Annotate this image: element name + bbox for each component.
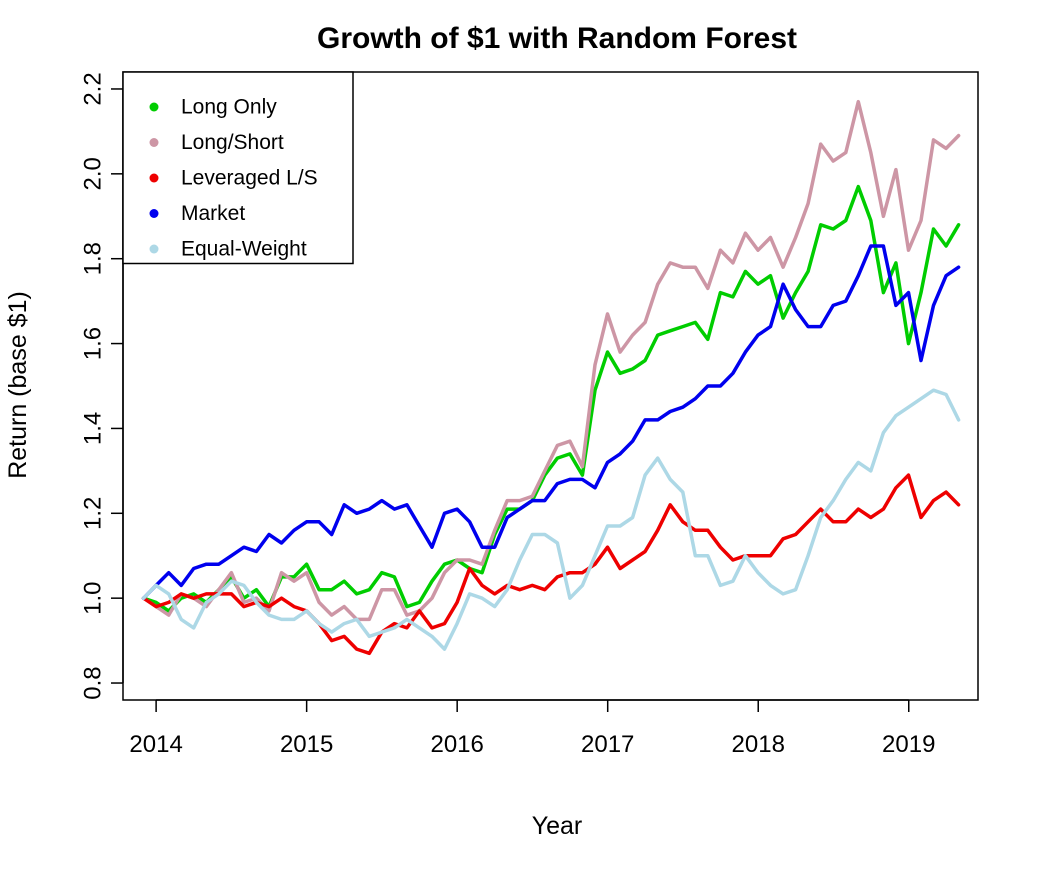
legend: Long Only Long/Short Leveraged L/S Market Eq… <box>122 71 354 265</box>
x-tick-label: 2017 <box>581 731 634 758</box>
plot-box <box>122 71 979 701</box>
y-tick-label: 1.6 <box>80 327 107 360</box>
legend-marker <box>149 173 159 183</box>
legend-marker <box>149 209 159 218</box>
legend-label: Equal-Weight <box>181 238 307 261</box>
x-tick-label: 2019 <box>882 731 935 758</box>
x-tick-label: 2018 <box>732 731 785 758</box>
legend-label: Long/Short <box>181 131 284 154</box>
x-axis-label: Year <box>532 812 583 840</box>
legend-label: Market <box>181 202 245 225</box>
legend-box <box>122 71 354 265</box>
series-line-leveraged-l-s <box>141 473 961 656</box>
legend-marker <box>149 102 159 112</box>
y-axis-label: Return (base $1) <box>4 291 32 479</box>
x-tick-label: 2014 <box>129 731 182 758</box>
y-tick-label: 1.4 <box>80 412 107 445</box>
chart-title: Growth of $1 with Random Forest <box>317 22 797 55</box>
x-tick-label: 2016 <box>430 731 483 758</box>
y-tick-label: 2.0 <box>80 157 107 190</box>
series-layer <box>141 99 961 656</box>
series-line-long-short <box>141 99 961 622</box>
y-tick-label: 1.0 <box>80 581 107 614</box>
series-line-equal-weight <box>141 388 961 651</box>
x-tick-label: 2015 <box>280 731 333 758</box>
y-tick-label: 1.2 <box>80 497 107 530</box>
y-tick-label: 1.8 <box>80 242 107 275</box>
legend-label: Long Only <box>181 96 277 119</box>
y-tick-label: 2.2 <box>80 72 107 105</box>
legend-marker <box>149 244 159 254</box>
y-tick-label: 0.8 <box>80 666 107 699</box>
series-line-market <box>141 244 961 600</box>
legend-marker <box>149 138 159 147</box>
legend-label: Leveraged L/S <box>181 167 318 190</box>
